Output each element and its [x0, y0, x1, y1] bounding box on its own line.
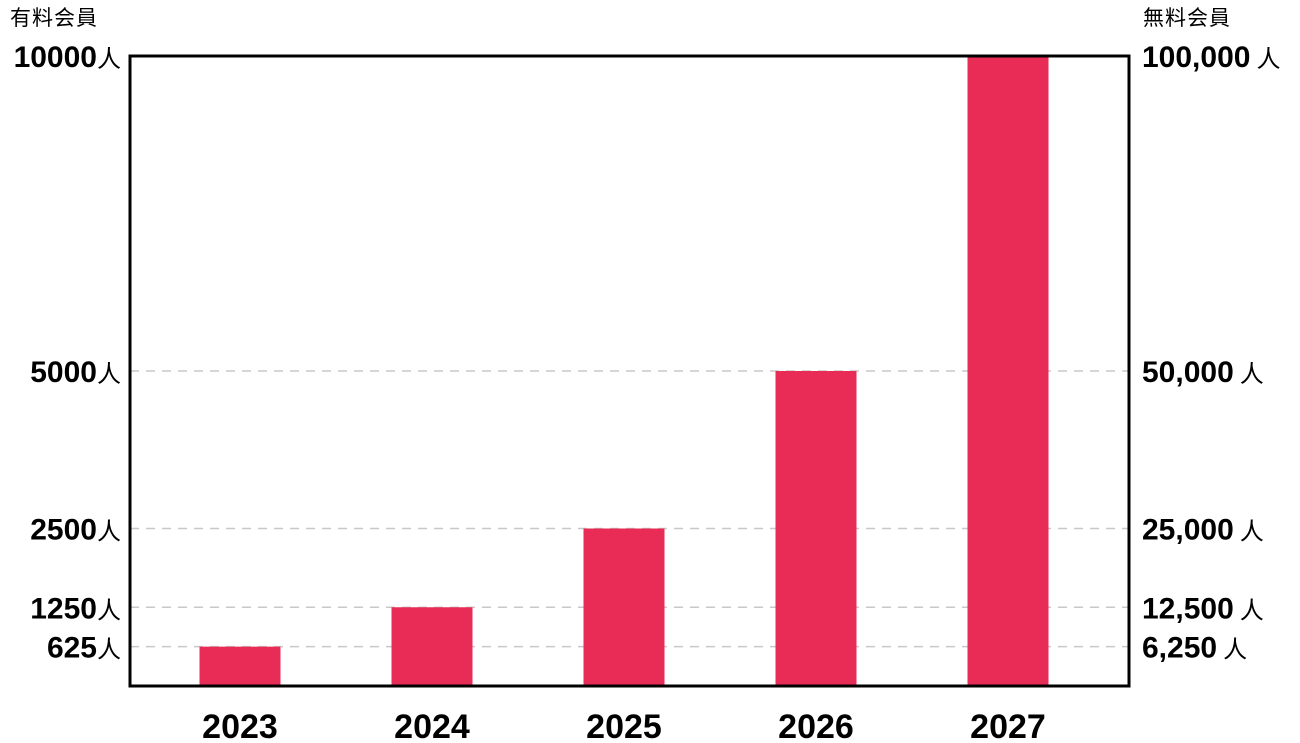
left-tick-label: 10000人 — [14, 41, 121, 74]
plot-frame — [128, 54, 1131, 688]
left-axis-title: 有料会員 — [10, 7, 98, 30]
x-tick-label: 2026 — [778, 708, 854, 743]
right-tick-label: 6,250 人 — [1142, 632, 1247, 665]
left-tick-label: 5000人 — [30, 356, 121, 389]
left-tick-label: 625人 — [47, 632, 121, 665]
right-tick-label: 25,000 人 — [1142, 514, 1264, 547]
right-tick-labels: 6,250 人 12,500 人 25,000 人 50,000 人 100,000 人 — [1142, 41, 1280, 665]
x-tick-label: 2027 — [970, 708, 1046, 743]
x-tick-label: 2024 — [394, 708, 470, 743]
right-axis-title: 無料会員 — [1143, 7, 1231, 30]
right-tick-label: 50,000 人 — [1142, 356, 1264, 389]
bar-2026 — [775, 371, 857, 686]
bar-2023 — [199, 646, 281, 686]
right-tick-label: 100,000 人 — [1142, 41, 1280, 74]
x-tick-label: 2025 — [586, 708, 662, 743]
left-tick-labels: 625人 1250人 2500人 5000人 10000人 — [14, 41, 121, 665]
left-tick-label: 1250人 — [30, 592, 121, 625]
x-tick-label: 2023 — [202, 708, 278, 743]
bar-2027 — [967, 56, 1049, 686]
x-tick-labels: 2023 2024 2025 2026 2027 — [202, 708, 1046, 743]
left-tick-label: 2500人 — [30, 514, 121, 547]
bar-2025 — [583, 528, 665, 686]
bars — [199, 56, 1049, 686]
bar-2024 — [391, 607, 473, 686]
right-tick-label: 12,500 人 — [1142, 592, 1264, 625]
